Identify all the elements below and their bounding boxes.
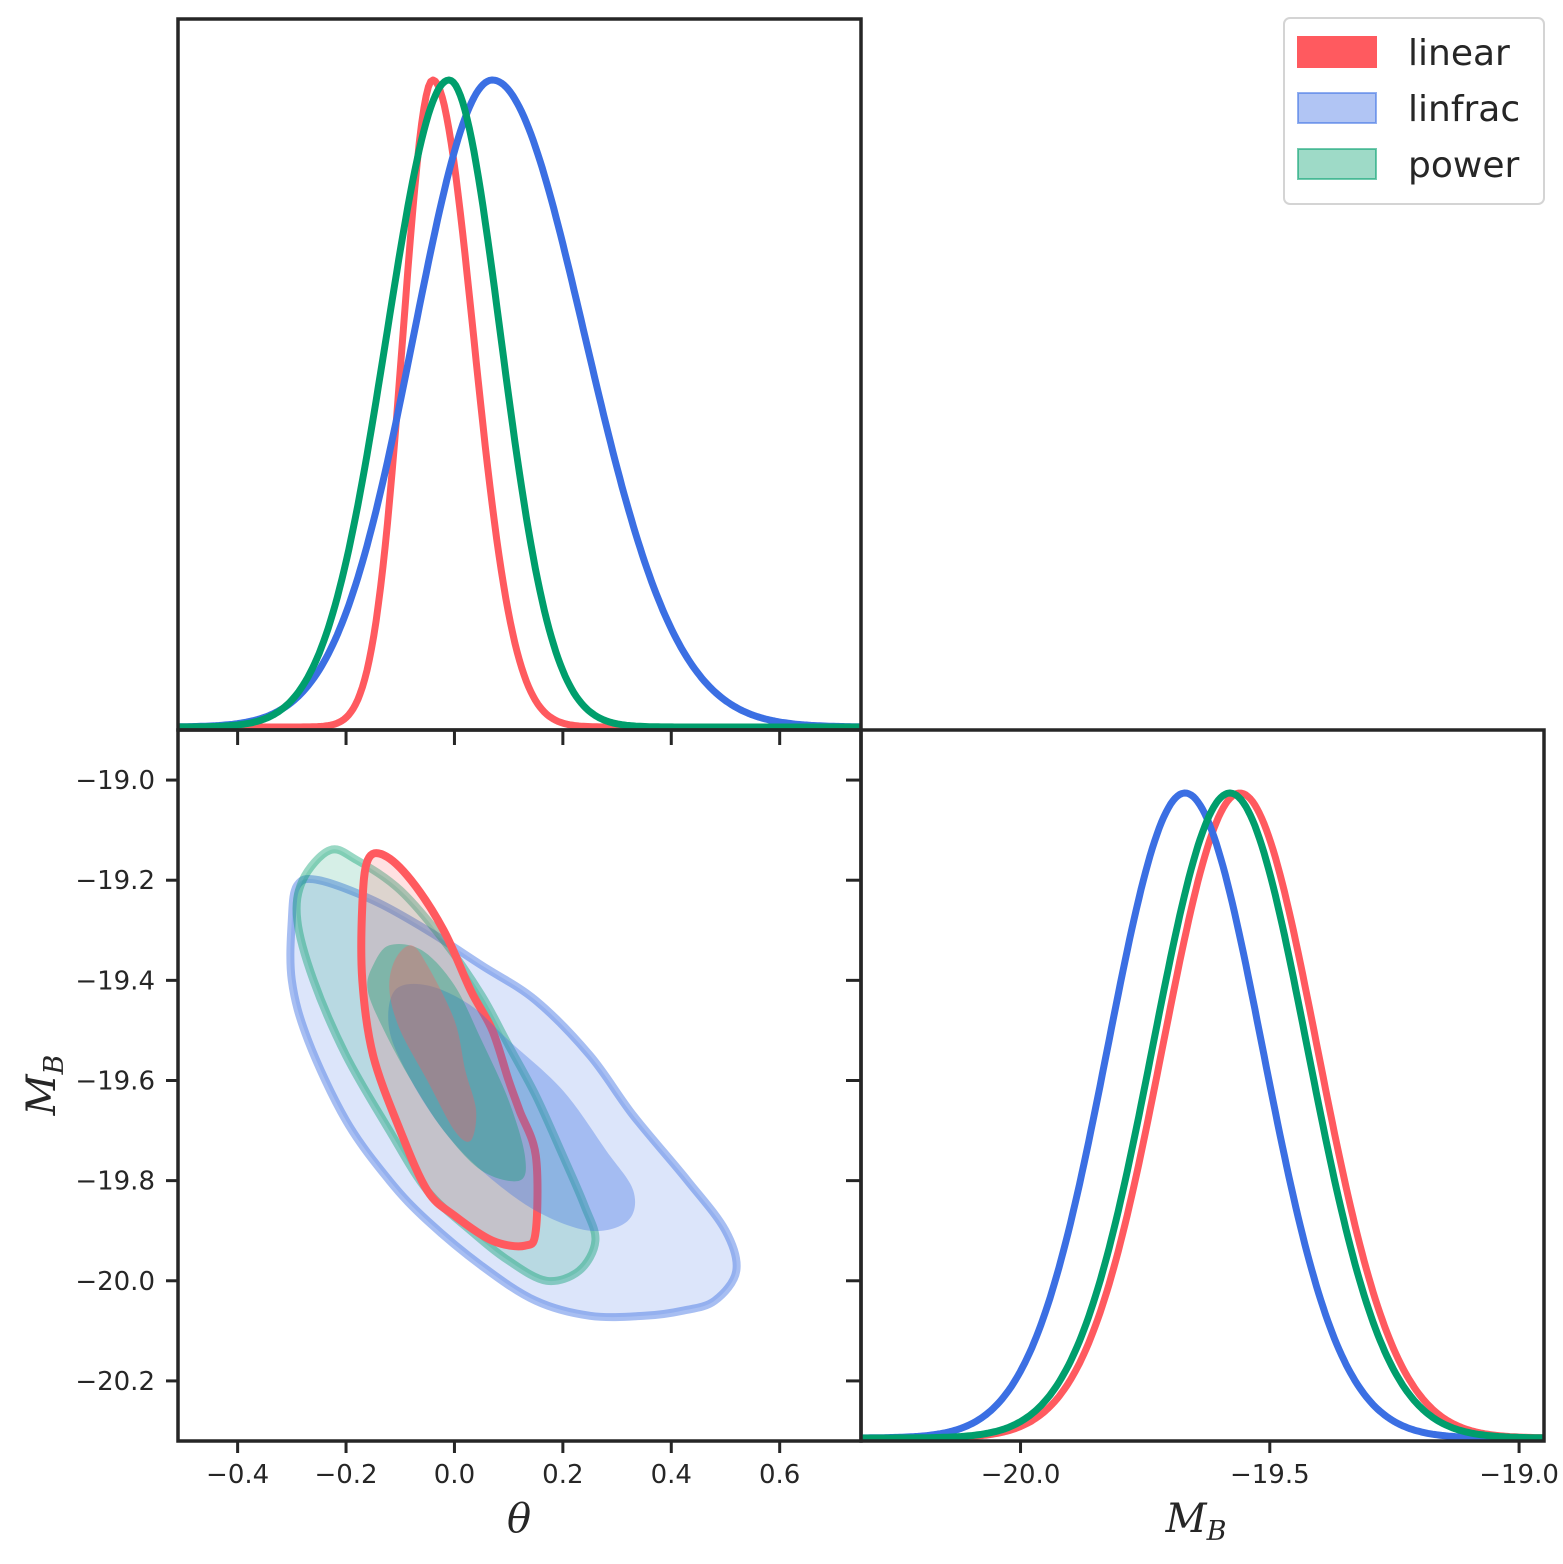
contour-outer-linear: [357, 849, 542, 1251]
theta-tick-label: 0.0: [434, 1460, 475, 1490]
mb-axis-label-bottom: MB: [1165, 1496, 1227, 1547]
mb-horizontal-tick-label: −19.5: [1230, 1460, 1310, 1490]
mb-tick-label: −19.8: [75, 1167, 155, 1197]
mb-tick-label: −20.2: [75, 1367, 155, 1397]
theta-axis-label: θ: [507, 1496, 531, 1542]
theta-tick-label: 0.6: [759, 1460, 800, 1490]
mb-tick-label: −19.4: [75, 966, 155, 996]
legend-label-linear: linear: [1408, 33, 1510, 74]
mb-marginal-frame: [859, 728, 1546, 1443]
mb-horizontal-tick-label: −19.0: [1479, 1460, 1559, 1490]
legend-label-power: power: [1408, 145, 1519, 186]
theta-marginal-frame: [176, 17, 863, 732]
theta-tick-label: −0.2: [314, 1460, 377, 1490]
mb-axis-label-left: MB: [19, 1055, 70, 1117]
theta-marginal-curve-linear: [176, 76, 863, 731]
legend-label-linfrac: linfrac: [1408, 89, 1520, 130]
mb-tick-label: −19.0: [75, 766, 155, 796]
mb-marginal-panel: −20.0 −19.5 −19.0: [859, 728, 1559, 1490]
theta-marginal-panel: [176, 17, 863, 732]
contour-inner-linfrac: [388, 983, 636, 1232]
theta-tick-label: 0.4: [651, 1460, 692, 1490]
theta-tick-label: 0.2: [542, 1460, 583, 1490]
theta-marginal-curve-power: [176, 76, 863, 731]
mb-horizontal-tick-label: −20.0: [981, 1460, 1061, 1490]
legend-swatch-power: [1297, 148, 1377, 180]
legend-swatch-linfrac: [1297, 92, 1377, 124]
legend: linear linfrac power: [1283, 17, 1545, 205]
mb-marginal-curve-linear: [859, 789, 1546, 1442]
contour-inner-power: [367, 943, 526, 1182]
contour-outer-power: [292, 845, 600, 1286]
mb-tick-label: −20.0: [75, 1267, 155, 1297]
contour-inner-linear: [389, 945, 477, 1142]
theta-mb-contour-panel: −0.4 −0.2 0.0 0.2 0.4 0.6 −19.0 −19.2 −19.4 −19.…: [75, 728, 863, 1490]
legend-swatch-linear: [1297, 36, 1377, 68]
theta-marginal-curve-linfrac: [176, 76, 863, 731]
theta-tick-label: −0.4: [206, 1460, 269, 1490]
mb-marginal-curve-power: [859, 789, 1546, 1442]
mb-tick-label: −19.2: [75, 866, 155, 896]
mb-marginal-curve-linfrac: [859, 789, 1546, 1442]
mb-tick-label: −19.6: [75, 1066, 155, 1096]
